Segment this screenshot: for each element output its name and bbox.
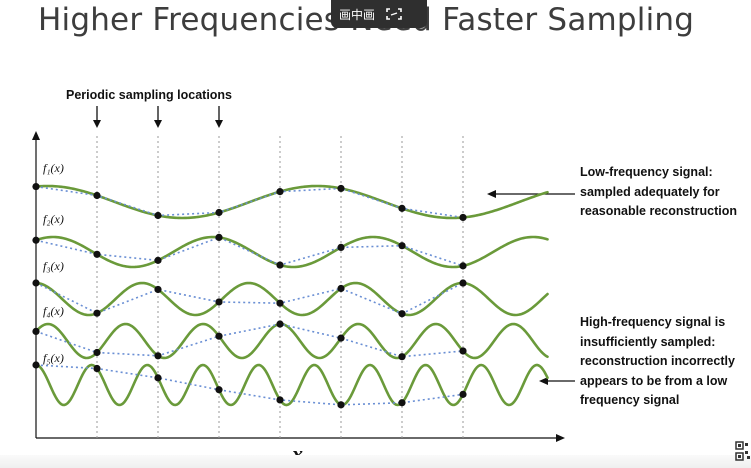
sample-point [459,390,467,398]
sample-point [215,332,223,340]
low-frequency-annotation: Low-frequency signal: sampled adequately… [580,165,737,218]
video-footer-bar [0,455,751,468]
sample-point [154,374,162,382]
sample-point [154,211,162,220]
down-arrow-icon [215,120,223,128]
down-arrow-icon [93,120,101,128]
sample-points [32,182,467,409]
sample-point [32,361,40,369]
sample-point [337,243,345,252]
sample-point [337,401,345,409]
picture-in-picture-button[interactable]: 画中画 [331,0,427,28]
function-label-4: f₄(x) [43,304,64,318]
down-arrow-icon [154,120,162,128]
sample-point [32,327,40,335]
sample-point [337,284,345,293]
sample-point [398,242,406,250]
exit-fullscreen-icon[interactable] [385,7,403,21]
sample-point [215,298,223,306]
left-arrow-icon [539,377,548,385]
sample-point [32,279,40,287]
sample-point [32,236,40,244]
sample-point [459,347,467,355]
pointer-arrows [93,106,575,385]
sample-point [154,352,162,360]
sampling-locations-annotation: Periodic sampling locations [66,88,233,102]
signal-curves [34,184,549,407]
y-axis-arrow-icon [32,131,40,140]
function-label-1: f₁(x) [43,161,64,175]
sample-point [398,399,406,407]
sample-point [154,285,162,294]
sample-point [93,348,101,357]
sample-point [215,233,223,241]
signal-curve [34,235,549,269]
sample-point [337,334,345,342]
sample-point [398,353,406,361]
function-label-3: f₃(x) [43,259,64,273]
sample-point [93,364,101,373]
x-axis-label: x [292,441,303,466]
signal-curve [34,184,549,220]
picture-in-picture-label: 画中画 [339,7,376,22]
sample-point [276,396,284,404]
reconstruction-line [35,236,464,267]
sample-point [276,188,284,196]
reconstruction-line [35,323,464,358]
sample-point [215,386,223,394]
signal-curve [34,281,549,317]
sample-point [459,279,467,287]
sample-point [459,262,467,270]
sample-point [276,299,284,307]
left-arrow-icon [487,190,496,198]
qr-code-icon[interactable] [735,440,751,468]
sample-point [93,250,101,258]
sample-point [32,182,40,191]
sample-point [276,320,284,328]
sample-point [215,208,223,217]
sample-point [459,213,467,222]
high-frequency-annotation: High-frequency signal is insufficiently … [580,315,735,407]
sample-point [398,310,406,318]
sample-point [276,261,284,269]
reconstruction-line [35,364,464,406]
signal-curve [34,363,549,407]
sample-point [154,256,162,264]
sample-point [398,204,406,212]
reconstruction-line [35,185,464,219]
function-label-2: f₂(x) [43,212,64,226]
reconstruction-line [35,282,464,315]
sample-point [93,191,101,200]
function-label-5: f₅(x) [43,351,64,365]
x-axis-arrow-icon [556,434,565,442]
axes [32,131,565,442]
sample-point [337,184,345,193]
sample-point [93,309,101,317]
